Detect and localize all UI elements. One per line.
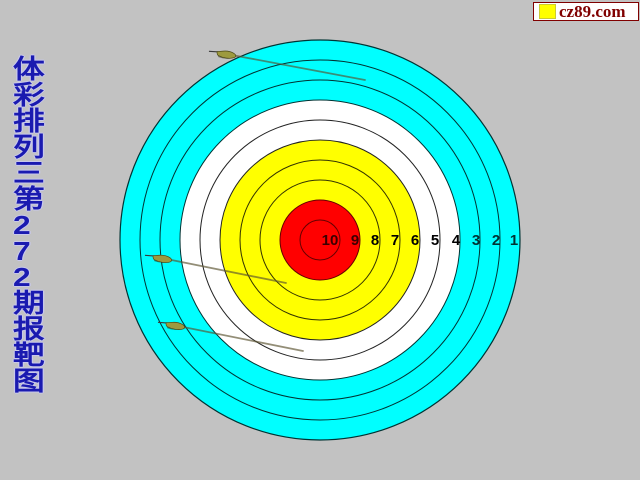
svg-text:2: 2 — [492, 232, 500, 249]
svg-text:1: 1 — [510, 232, 518, 249]
svg-text:7: 7 — [391, 232, 399, 249]
svg-text:9: 9 — [351, 232, 359, 249]
svg-text:6: 6 — [411, 232, 419, 249]
svg-text:4: 4 — [452, 232, 461, 249]
svg-text:5: 5 — [431, 232, 439, 249]
svg-text:10: 10 — [322, 232, 339, 249]
svg-text:8: 8 — [371, 232, 379, 249]
svg-text:3: 3 — [472, 232, 480, 249]
